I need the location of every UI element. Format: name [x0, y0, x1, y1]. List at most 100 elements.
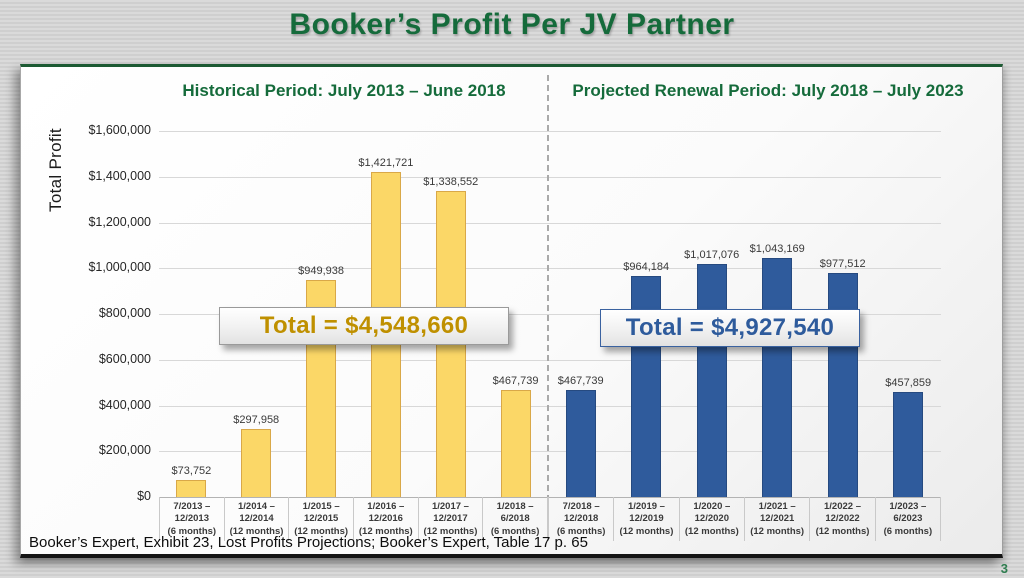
- gridline: [159, 451, 941, 453]
- category-label-line: (6 months): [556, 525, 606, 537]
- category-label-line: (12 months): [294, 525, 349, 537]
- category-label-line: 1/2015 –: [302, 501, 340, 512]
- y-tick-label: $1,000,000: [88, 260, 151, 275]
- projected-bar-column: $457,859: [875, 131, 941, 497]
- category-label: 1/2019 –12/2019 (12 months): [613, 497, 678, 541]
- category-label-line: 12/2020: [694, 513, 729, 525]
- projected-bar: [893, 392, 924, 497]
- bar-value-label: $977,512: [819, 258, 866, 271]
- y-tick-label: $400,000: [98, 397, 151, 412]
- category-label-line: (12 months): [229, 525, 284, 537]
- category-label: 1/2016 –12/2016 (12 months): [352, 497, 418, 541]
- category-label-line: (12 months): [619, 525, 674, 537]
- category-label: 1/2022 –12/2022 (12 months): [809, 497, 874, 541]
- gridline: [159, 314, 941, 315]
- bar-value-label: $1,338,552: [423, 175, 479, 188]
- projected-bar: [762, 258, 793, 497]
- category-label: 7/2013 –12/2013 (6 months): [159, 497, 224, 541]
- category-label-line: 1/2022 –: [824, 501, 861, 512]
- y-tick-label: $1,600,000: [88, 123, 151, 137]
- gridline: [159, 131, 941, 132]
- bar-value-label: $1,043,169: [749, 243, 805, 256]
- category-label-line: (12 months): [684, 525, 739, 537]
- gridline: [159, 405, 941, 407]
- historical-bar-column: $297,958: [224, 131, 289, 497]
- category-label-line: 12/2019: [629, 513, 664, 525]
- page-number: 3: [1000, 561, 1008, 576]
- category-label-line: 6/2018: [500, 513, 530, 525]
- category-label-line: 12/2015: [303, 513, 339, 525]
- gridline: [159, 268, 941, 270]
- projected-bar: [565, 390, 596, 497]
- gridline: [159, 497, 941, 498]
- bar-value-label: $467,739: [492, 375, 539, 388]
- historical-bar-column: $73,752: [159, 131, 224, 497]
- bar-value-label: $1,421,721: [358, 156, 414, 169]
- gridline: [159, 176, 941, 178]
- y-tick-label: $1,200,000: [88, 214, 151, 229]
- projected-bar-column: $1,043,169: [744, 131, 810, 497]
- bar-value-label: $467,739: [557, 375, 604, 388]
- bar-value-label: $964,184: [623, 261, 670, 274]
- gridline: [159, 222, 941, 224]
- historical-bar: [500, 390, 531, 497]
- category-label: 1/2020 –12/2020 (12 months): [678, 497, 744, 541]
- bar-value-label: $457,859: [885, 377, 932, 390]
- historical-bar: [176, 480, 207, 497]
- bar-value-label: $949,938: [298, 264, 345, 277]
- category-label-line: 1/2016 –: [367, 501, 405, 512]
- bar-value-label: $1,017,076: [684, 249, 740, 262]
- historical-period-header: Historical Period: July 2013 – June 2018: [182, 81, 506, 100]
- category-label-line: 7/2013 –: [173, 501, 211, 512]
- y-tick-label: $800,000: [98, 306, 151, 320]
- category-label-line: 1/2017 –: [431, 501, 469, 512]
- category-label-line: 1/2023 –: [889, 501, 927, 512]
- category-label: 1/2021 –12/2021 (12 months): [743, 497, 809, 541]
- projected-bar: [696, 264, 727, 497]
- category-label-line: 12/2021: [759, 513, 795, 525]
- category-label-line: (6 months): [490, 525, 540, 537]
- category-label-line: (6 months): [883, 525, 933, 537]
- category-label-line: 12/2022: [825, 513, 860, 525]
- source-citation: Booker’s Expert, Exhibit 23, Lost Profit…: [29, 534, 588, 551]
- category-label-line: 12/2017: [433, 513, 468, 525]
- projected-bar: [827, 273, 858, 497]
- projected-total-label: Total = $4,927,540: [625, 314, 835, 341]
- category-label-line: 7/2018 –: [562, 501, 600, 512]
- category-label: 7/2018 –12/2018 (6 months): [547, 497, 613, 541]
- historical-category-group: 7/2013 –12/2013 (6 months) 1/2014 –12/2014…: [159, 497, 548, 541]
- projected-bar-column: $467,739: [548, 131, 614, 497]
- x-axis-category-labels: 7/2013 –12/2013 (6 months) 1/2014 –12/2014…: [159, 497, 942, 541]
- category-label-line: 12/2018: [563, 513, 599, 525]
- category-label-line: 6/2023: [893, 513, 923, 525]
- category-label-line: 12/2013: [174, 513, 209, 525]
- category-label-line: 1/2019 –: [627, 501, 665, 512]
- bar-value-label: $297,958: [233, 413, 280, 426]
- category-label: 1/2018 –6/2018 (6 months): [482, 497, 548, 541]
- category-label: 1/2015 –12/2015 (12 months): [288, 497, 353, 541]
- projected-category-group: 7/2018 –12/2018 (6 months) 1/2019 –12/2019…: [547, 497, 942, 541]
- category-label-line: 1/2021 –: [758, 501, 796, 512]
- y-tick-label: $600,000: [98, 351, 151, 366]
- projected-period-header: Projected Renewal Period: July 2018 – Ju…: [572, 81, 964, 100]
- category-label-line: (12 months): [358, 525, 413, 537]
- historical-bar: [241, 428, 272, 497]
- y-tick-label: $1,400,000: [88, 168, 151, 183]
- slide-title: Booker’s Profit Per JV Partner: [289, 8, 735, 41]
- category-label: 1/2023 –6/2023 (6 months): [874, 497, 942, 541]
- category-label-line: 12/2014: [239, 513, 274, 525]
- historical-bar-column: $467,739: [483, 131, 548, 497]
- category-label-line: (12 months): [815, 525, 870, 537]
- period-divider-line: [547, 75, 549, 541]
- gridline: [159, 359, 941, 361]
- category-label-line: 1/2020 –: [693, 501, 731, 512]
- chart-panel: Historical Period: July 2013 – June 2018…: [20, 64, 1003, 558]
- bar-value-label: $73,752: [171, 465, 212, 478]
- category-label-line: 1/2014 –: [237, 501, 275, 512]
- y-tick-label: $200,000: [98, 443, 151, 458]
- projected-total-callout: Total = $4,927,540: [600, 309, 860, 347]
- category-label-line: 12/2016: [368, 513, 403, 525]
- category-label: 1/2014 –12/2014 (12 months): [223, 497, 289, 541]
- category-label-line: (6 months): [167, 525, 217, 537]
